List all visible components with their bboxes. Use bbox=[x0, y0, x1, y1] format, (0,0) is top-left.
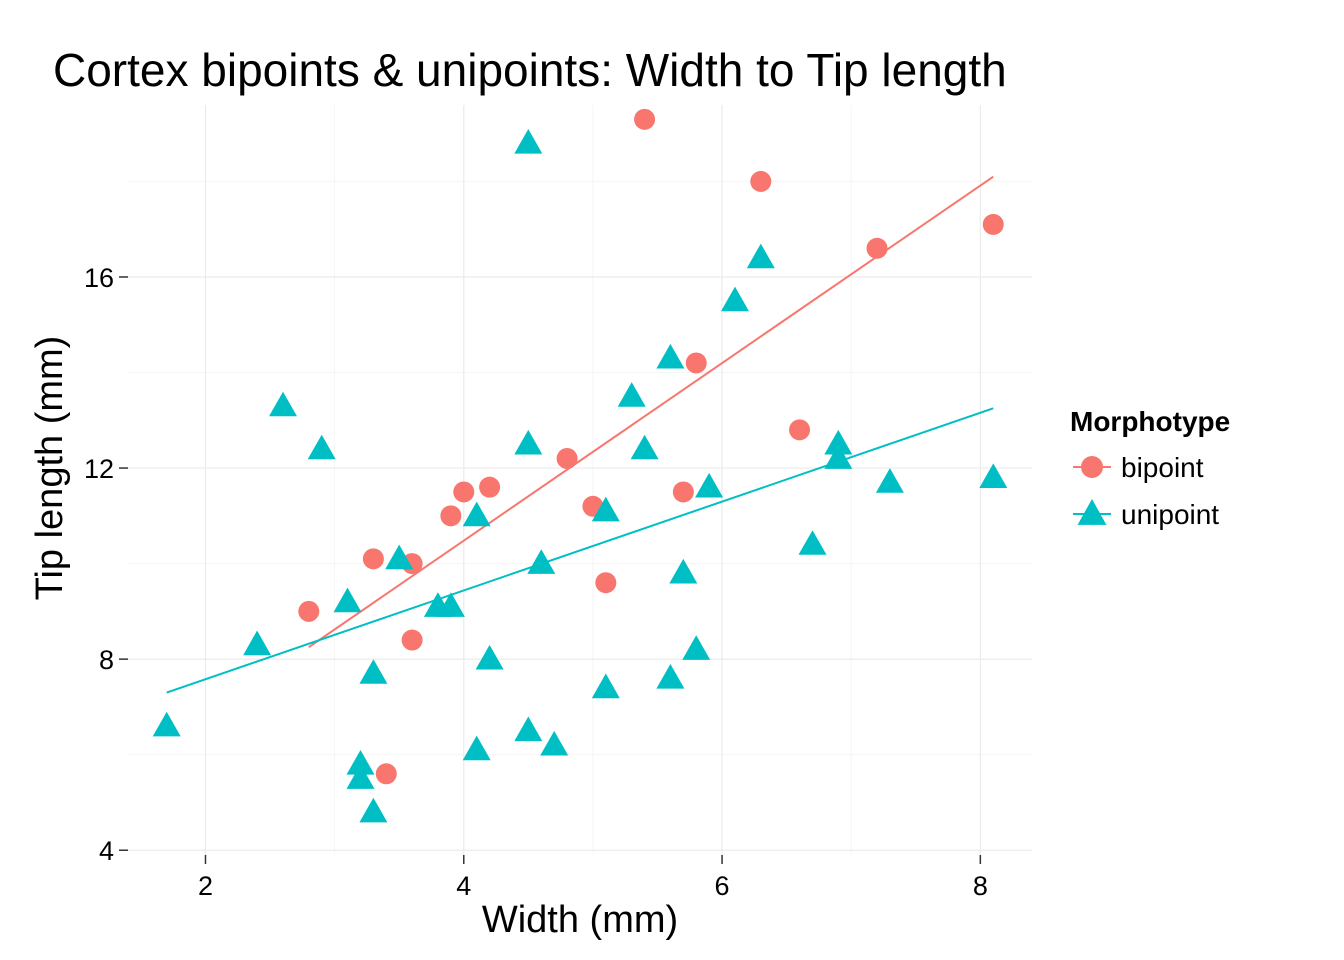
unipoint-point bbox=[359, 659, 388, 684]
bipoint-point bbox=[453, 481, 475, 503]
unipoint-point bbox=[514, 429, 543, 455]
unipoint-point bbox=[269, 391, 297, 417]
unipoint-point bbox=[695, 472, 724, 498]
unipoint-point bbox=[875, 468, 904, 493]
unipoint-point bbox=[346, 750, 375, 775]
unipoint-point bbox=[746, 243, 775, 269]
unipoint-point bbox=[527, 549, 556, 574]
bipoint-point bbox=[672, 481, 694, 503]
bipoint-fit-line bbox=[308, 175, 994, 649]
y-tick-label: 8 bbox=[99, 645, 114, 675]
bipoint-point bbox=[789, 419, 811, 441]
unipoint-point bbox=[591, 496, 620, 522]
bipoint-point bbox=[750, 170, 772, 192]
unipoint-legend-label: unipoint bbox=[1121, 499, 1219, 530]
unipoint-point bbox=[979, 463, 1008, 488]
legend-title: Morphotype bbox=[1070, 406, 1230, 437]
bipoint-point bbox=[298, 600, 320, 622]
bipoint-point bbox=[685, 352, 707, 374]
unipoint-point bbox=[359, 797, 388, 823]
unipoint-point bbox=[591, 673, 620, 699]
unipoint-point bbox=[436, 592, 465, 617]
unipoint-legend-key bbox=[1077, 499, 1107, 525]
bipoint-point bbox=[866, 237, 888, 259]
bipoint-point bbox=[982, 213, 1004, 235]
unipoint-point bbox=[824, 429, 853, 455]
unipoint-point bbox=[307, 434, 336, 460]
y-axis-title: Tip length (mm) bbox=[29, 336, 71, 601]
bipoint-legend-label: bipoint bbox=[1121, 452, 1204, 483]
unipoint-point bbox=[333, 587, 362, 613]
unipoint-point bbox=[514, 716, 543, 742]
bipoint-point bbox=[556, 448, 578, 470]
unipoint-point bbox=[243, 630, 272, 656]
unipoint-point bbox=[721, 286, 749, 312]
unipoint-point bbox=[656, 664, 685, 689]
chart-title: Cortex bipoints & unipoints: Width to Ti… bbox=[53, 44, 1007, 96]
bipoint-point bbox=[634, 108, 656, 130]
y-tick-label: 12 bbox=[84, 454, 114, 484]
bipoint-point bbox=[401, 629, 423, 651]
unipoint-point bbox=[462, 735, 491, 761]
y-tick-label: 16 bbox=[84, 263, 114, 293]
unipoint-point bbox=[669, 558, 698, 584]
unipoint-point bbox=[385, 544, 414, 570]
unipoint-point bbox=[656, 343, 685, 369]
unipoint-point bbox=[346, 764, 375, 789]
unipoint-point bbox=[540, 730, 569, 756]
bipoint-point bbox=[440, 505, 462, 527]
plot-area: 2 4 6 8 4 8 12 16 bbox=[84, 105, 1032, 901]
bipoint-point bbox=[375, 763, 397, 785]
bipoint-legend-key bbox=[1081, 456, 1103, 478]
x-tick-label: 8 bbox=[973, 871, 988, 901]
x-tick-label: 2 bbox=[198, 871, 213, 901]
unipoint-point bbox=[617, 382, 646, 407]
x-tick-label: 6 bbox=[715, 871, 730, 901]
x-tick-label: 4 bbox=[456, 871, 471, 901]
x-axis-title: Width (mm) bbox=[482, 899, 678, 941]
unipoint-point bbox=[462, 501, 491, 527]
unipoint-fit-line bbox=[166, 407, 994, 694]
bipoint-point bbox=[362, 548, 384, 570]
unipoint-point bbox=[798, 530, 827, 555]
y-tick-label: 4 bbox=[99, 836, 114, 866]
unipoint-point bbox=[514, 129, 543, 154]
unipoint-point bbox=[475, 644, 504, 670]
bipoint-point bbox=[479, 476, 501, 498]
unipoint-point bbox=[630, 434, 659, 460]
unipoint-point bbox=[152, 711, 181, 737]
legend: Morphotype bipoint unipoint bbox=[1070, 406, 1230, 530]
unipoint-point bbox=[824, 444, 853, 469]
unipoint-point bbox=[682, 635, 711, 660]
bipoint-point bbox=[595, 572, 617, 594]
